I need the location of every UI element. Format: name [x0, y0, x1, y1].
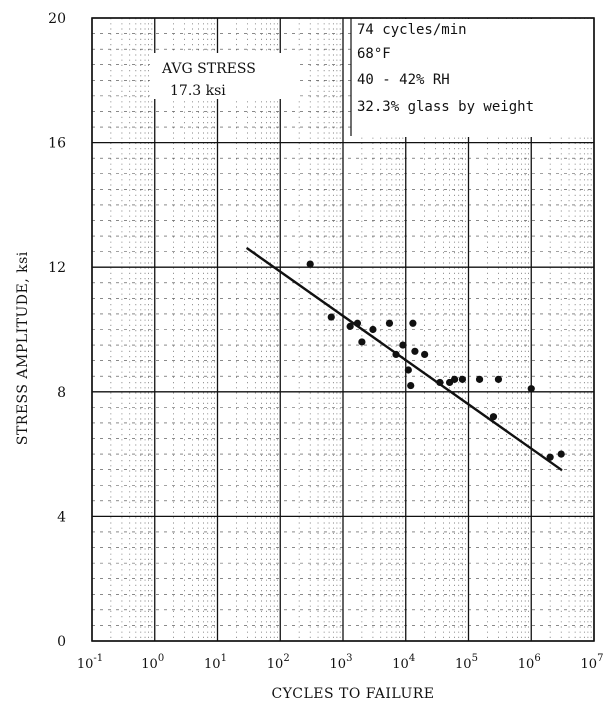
data-point	[450, 375, 459, 383]
data-point	[404, 366, 412, 374]
data-point	[407, 381, 415, 390]
data-point	[346, 322, 354, 330]
x-tick-label: 103	[330, 653, 353, 672]
avg-stress-annotation: AVG STRESS 17.3 ksi	[150, 53, 300, 99]
data-point	[358, 338, 366, 346]
data-point	[557, 450, 565, 458]
data-point	[409, 319, 417, 327]
x-tick-label: 100	[141, 653, 164, 672]
data-point	[436, 378, 444, 387]
condition-text: 68°F	[357, 46, 391, 62]
data-point	[327, 313, 335, 321]
y-tick-labels: 0 4 8 12 16 20	[48, 11, 66, 650]
plot-frame	[91, 17, 595, 642]
data-point	[546, 453, 554, 461]
y-tick-label: 8	[57, 385, 66, 401]
condition-text: 40 - 42% RH	[357, 72, 450, 88]
avg-stress-label: AVG STRESS	[161, 61, 256, 77]
y-tick-label: 20	[48, 11, 66, 27]
conditions-box-bg	[351, 19, 593, 137]
data-point	[411, 347, 419, 355]
trend-line-series	[246, 247, 563, 471]
data-point	[369, 325, 377, 334]
y-tick-label: 12	[48, 260, 66, 276]
data-point	[475, 375, 484, 383]
data-point	[399, 341, 407, 349]
data-points-series	[306, 260, 565, 461]
data-point	[353, 319, 362, 327]
avg-stress-bg	[150, 53, 300, 99]
y-tick-label: 0	[57, 634, 66, 650]
data-point	[494, 375, 503, 383]
x-tick-label: 102	[267, 653, 290, 672]
x-tick-labels: 10-1 100 101 102 103 104 105 106 107	[77, 653, 604, 672]
data-point	[489, 413, 498, 421]
data-point	[306, 260, 314, 268]
conditions-annotation-box: 74 cycles/min 68°F 40 - 42% RH 32.3% glass …	[350, 18, 593, 137]
x-tick-label: 106	[518, 653, 541, 672]
y-tick-label: 4	[57, 509, 66, 525]
x-axis-title: CYCLES TO FAILURE	[272, 686, 435, 702]
condition-text: 74 cycles/min	[357, 22, 467, 38]
data-point	[385, 319, 394, 327]
data-point	[527, 385, 535, 393]
y-axis-title: STRESS AMPLITUDE, ksi	[15, 251, 31, 445]
x-tick-label: 105	[455, 653, 478, 672]
avg-stress-value: 17.3 ksi	[170, 83, 226, 99]
data-point	[421, 350, 429, 359]
data-point	[392, 350, 400, 359]
x-tick-label: 10-1	[77, 653, 103, 672]
condition-text: 32.3% glass by weight	[357, 99, 534, 115]
y-tick-label: 16	[48, 136, 66, 152]
data-point	[458, 375, 467, 383]
x-tick-label: 107	[581, 653, 604, 672]
fit-line	[246, 247, 563, 471]
x-tick-label: 101	[204, 653, 227, 672]
x-tick-label: 104	[392, 653, 415, 672]
